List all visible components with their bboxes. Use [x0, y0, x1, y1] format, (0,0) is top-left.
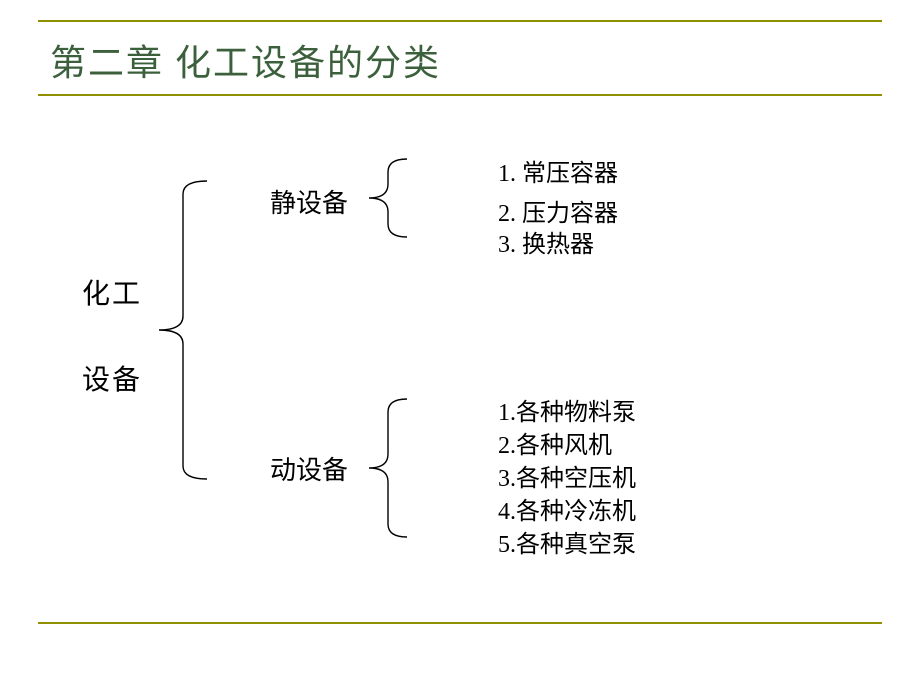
- leaf-dynamic-3: 3.各种空压机: [498, 458, 636, 493]
- brace-dynamic-icon: [368, 398, 408, 538]
- title-rule-bottom: [38, 94, 882, 96]
- brace-main-icon: [158, 180, 208, 480]
- leaf-static-1: 1. 常压容器: [498, 153, 618, 188]
- leaf-dynamic-1: 1.各种物料泵: [498, 392, 636, 427]
- root-label-1: 化工: [82, 272, 142, 312]
- leaf-static-2: 2. 压力容器: [498, 193, 618, 228]
- branch-static-label: 静设备: [270, 183, 348, 220]
- page-title: 第二章 化工设备的分类: [50, 34, 441, 86]
- title-rule-top: [38, 20, 882, 22]
- root-label-2: 设备: [82, 358, 142, 398]
- leaf-dynamic-5: 5.各种真空泵: [498, 524, 636, 559]
- footer-rule: [38, 622, 882, 624]
- branch-dynamic-label: 动设备: [270, 450, 348, 487]
- leaf-dynamic-2: 2.各种风机: [498, 425, 612, 460]
- leaf-dynamic-4: 4.各种冷冻机: [498, 491, 636, 526]
- brace-static-icon: [368, 158, 408, 238]
- leaf-static-3: 3. 换热器: [498, 224, 594, 259]
